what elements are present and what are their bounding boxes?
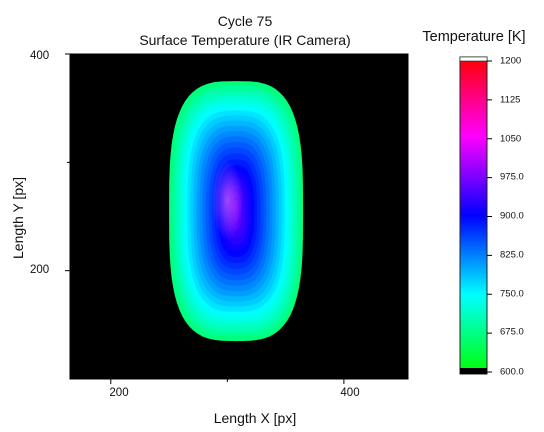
colorbar-overflow-band [459,56,488,62]
colorbar-title: Temperature [K] [422,29,526,45]
heatmap-region [169,81,304,342]
colorbar-tick-675: 675.0 [500,326,524,338]
y-axis-label: Length Y [px] [10,177,26,259]
y-tick-label-400: 400 [30,50,50,62]
colorbar-tick-1050: 1050 [500,133,522,145]
x-tick-label-400: 400 [340,387,360,399]
axes [65,53,345,384]
chart-subtitle: Surface Temperature (IR Camera) [139,32,351,48]
colorbar-tick-1125: 1125 [500,94,521,106]
colorbar-tick-975: 975.0 [500,171,524,183]
colorbar [459,56,488,375]
heat-peak [211,160,244,241]
x-tick-label-200: 200 [109,387,129,399]
colorbar-ticks [487,60,492,373]
chart-title: Cycle 75 [217,13,273,29]
colorbar-underflow-band [460,368,487,374]
colorbar-tick-825: 825.0 [500,249,524,261]
colorbar-tick-1200: 1200 [500,55,522,67]
colorbar-tick-900: 900.0 [500,210,524,222]
y-tick-label-200: 200 [30,264,50,276]
colorbar-tick-750: 750.0 [500,288,524,300]
colorbar-tick-600: 600.0 [500,366,524,378]
x-axis-label: Length X [px] [213,410,297,426]
plot-frame [69,53,409,380]
